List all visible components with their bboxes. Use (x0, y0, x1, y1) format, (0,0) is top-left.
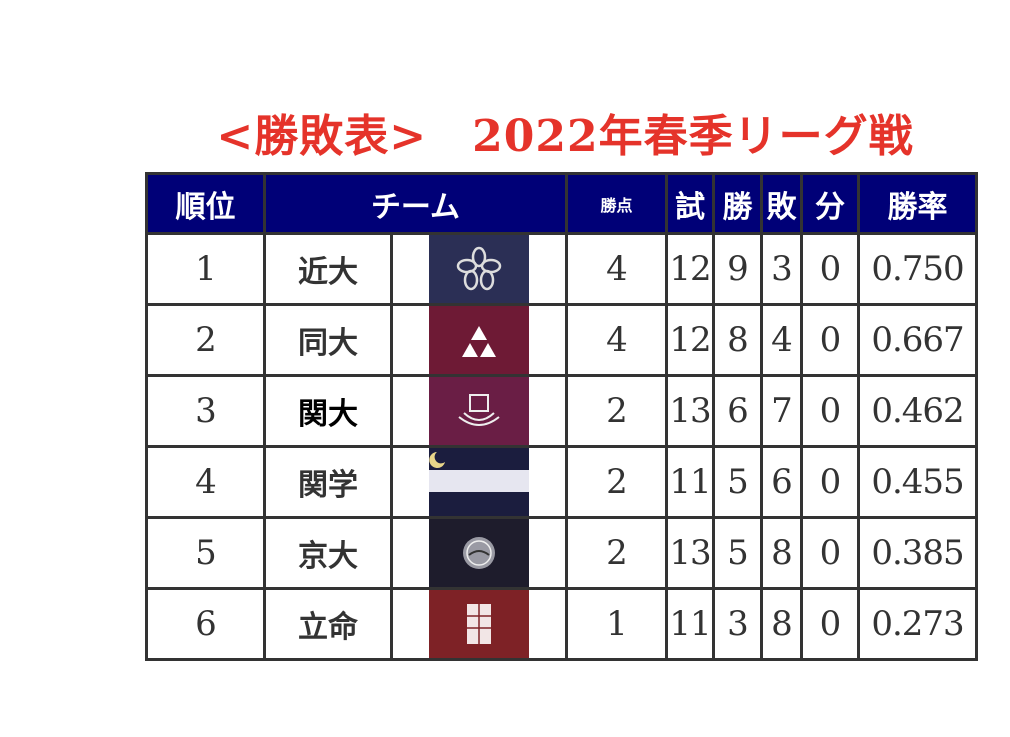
header-wins: 勝 (712, 172, 763, 235)
pct-cell: 0.385 (857, 516, 978, 590)
team-flag-cell (390, 587, 568, 661)
team-flag-cell (390, 374, 568, 448)
points-cell: 2 (565, 374, 668, 448)
draws-cell: 0 (800, 303, 860, 377)
page-title: <勝敗表> 2022年春季リーグ戦 (216, 111, 914, 162)
rank-cell: 6 (145, 587, 266, 661)
header-points: 勝点 (565, 172, 668, 235)
doshisha-flag-icon (429, 306, 529, 374)
games-cell: 13 (665, 516, 715, 590)
ritsumeikan-flag-icon (429, 590, 529, 658)
games-cell: 13 (665, 374, 715, 448)
points-cell: 2 (565, 516, 668, 590)
rank-cell: 1 (145, 232, 266, 306)
wins-cell: 6 (712, 374, 763, 448)
draws-cell: 0 (800, 445, 860, 519)
table-row: 2 同大 4 12 8 4 0 0.667 (145, 303, 978, 377)
header-losses: 敗 (760, 172, 803, 235)
pct-cell: 0.750 (857, 232, 978, 306)
wins-cell: 3 (712, 587, 763, 661)
table-row: 4 関学 2 11 5 6 0 0.455 (145, 445, 978, 519)
team-flag-cell (390, 516, 568, 590)
kyoto-flag-icon (429, 519, 529, 587)
standings-table: 順位 チーム 勝点 試 勝 敗 分 勝率 1 近大 4 12 9 3 0 0.750 2 同大 4 1… (145, 172, 978, 661)
header-pct: 勝率 (857, 172, 978, 235)
table-row: 5 京大 2 13 5 8 0 0.385 (145, 516, 978, 590)
kansai-flag-icon (429, 377, 529, 445)
rank-cell: 2 (145, 303, 266, 377)
kindai-flag-icon (429, 235, 529, 303)
losses-cell: 7 (760, 374, 803, 448)
points-cell: 1 (565, 587, 668, 661)
points-cell: 4 (565, 232, 668, 306)
table-row: 3 関大 2 13 6 7 0 0.462 (145, 374, 978, 448)
team-name-cell: 京大 (263, 516, 393, 590)
rank-cell: 5 (145, 516, 266, 590)
header-games: 試 (665, 172, 715, 235)
team-name-cell: 関大 (263, 374, 393, 448)
games-cell: 11 (665, 445, 715, 519)
losses-cell: 6 (760, 445, 803, 519)
losses-cell: 8 (760, 516, 803, 590)
rank-cell: 4 (145, 445, 266, 519)
team-name-cell: 同大 (263, 303, 393, 377)
header-rank: 順位 (145, 172, 266, 235)
team-name-cell: 近大 (263, 232, 393, 306)
losses-cell: 3 (760, 232, 803, 306)
team-flag-cell (390, 445, 568, 519)
header-row: 順位 チーム 勝点 試 勝 敗 分 勝率 (145, 172, 978, 235)
draws-cell: 0 (800, 587, 860, 661)
wins-cell: 8 (712, 303, 763, 377)
table-row: 6 立命 1 11 3 8 0 0.273 (145, 587, 978, 661)
draws-cell: 0 (800, 232, 860, 306)
team-name-cell: 立命 (263, 587, 393, 661)
pct-cell: 0.455 (857, 445, 978, 519)
pct-cell: 0.273 (857, 587, 978, 661)
points-cell: 4 (565, 303, 668, 377)
team-flag-cell (390, 232, 568, 306)
wins-cell: 5 (712, 516, 763, 590)
wins-cell: 5 (712, 445, 763, 519)
pct-cell: 0.462 (857, 374, 978, 448)
points-cell: 2 (565, 445, 668, 519)
team-flag-cell (390, 303, 568, 377)
games-cell: 12 (665, 232, 715, 306)
losses-cell: 4 (760, 303, 803, 377)
table-row: 1 近大 4 12 9 3 0 0.750 (145, 232, 978, 306)
draws-cell: 0 (800, 374, 860, 448)
draws-cell: 0 (800, 516, 860, 590)
losses-cell: 8 (760, 587, 803, 661)
header-team: チーム (263, 172, 568, 235)
rank-cell: 3 (145, 374, 266, 448)
header-draws: 分 (800, 172, 860, 235)
kwansei-flag-icon (429, 448, 529, 516)
games-cell: 11 (665, 587, 715, 661)
team-name-cell: 関学 (263, 445, 393, 519)
pct-cell: 0.667 (857, 303, 978, 377)
games-cell: 12 (665, 303, 715, 377)
wins-cell: 9 (712, 232, 763, 306)
